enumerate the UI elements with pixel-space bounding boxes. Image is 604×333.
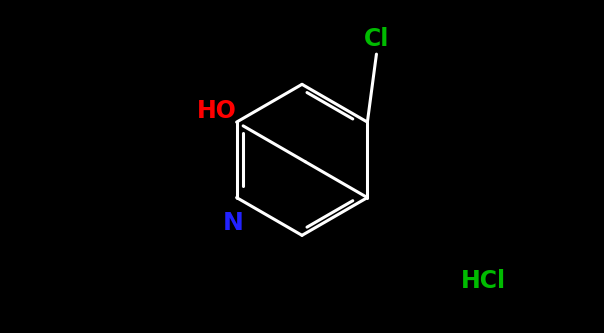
Text: HO: HO <box>198 99 237 123</box>
Text: HCl: HCl <box>461 269 506 293</box>
Text: Cl: Cl <box>364 27 389 51</box>
Text: N: N <box>223 211 244 235</box>
